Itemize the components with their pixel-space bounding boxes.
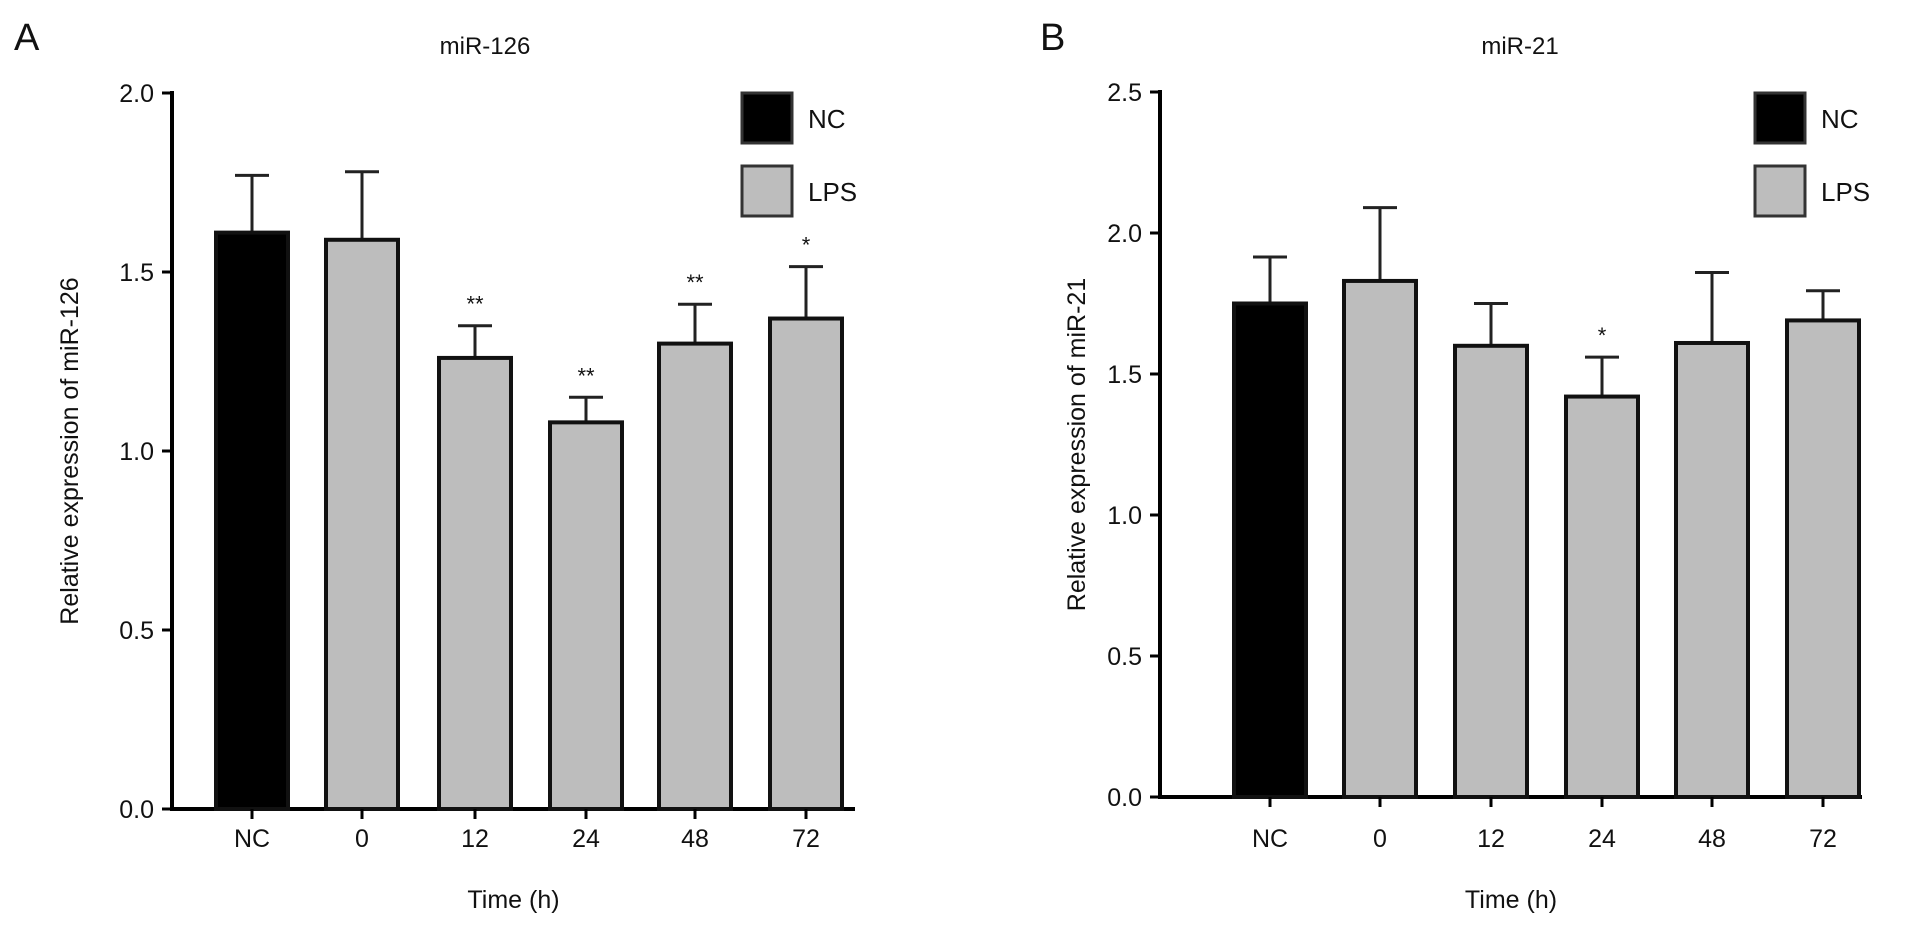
panel-label: B <box>1040 17 1065 59</box>
legend-swatch-nc <box>740 91 794 145</box>
y-tick-label: 0.5 <box>1107 643 1142 671</box>
x-tick-label: 72 <box>1809 825 1837 853</box>
significance-marker: * <box>802 233 811 258</box>
legend-swatch-lps <box>1753 164 1807 218</box>
y-tick-label: 1.5 <box>1107 361 1142 389</box>
y-tick-label: 1.0 <box>1107 502 1142 530</box>
legend-label: LPS <box>808 177 857 207</box>
y-tick-label: 2.5 <box>1107 79 1142 107</box>
bar-12 <box>437 355 513 811</box>
bar-48 <box>1674 340 1750 799</box>
x-tick-label: 12 <box>461 825 489 853</box>
y-axis-label: Relative expression of miR-21 <box>1063 278 1091 611</box>
y-tick-label: 1.5 <box>119 259 154 287</box>
y-tick-label: 2.0 <box>1107 220 1142 248</box>
significance-marker: ** <box>686 270 704 295</box>
legend-label: NC <box>1821 104 1859 134</box>
bar-72 <box>768 316 844 811</box>
y-axis-label: Relative expression of miR-126 <box>56 277 84 624</box>
x-axis-label: Time (h) <box>467 886 559 914</box>
significance-marker: ** <box>577 363 595 388</box>
legend-label: NC <box>808 104 846 134</box>
y-tick-label: 0.0 <box>1107 784 1142 812</box>
legend-swatch-lps <box>740 164 794 218</box>
significance-marker: * <box>1598 323 1607 348</box>
x-tick-label: 72 <box>792 825 820 853</box>
x-tick-label: 12 <box>1477 825 1505 853</box>
bar-48 <box>657 341 733 811</box>
y-tick-label: 1.0 <box>119 438 154 466</box>
chart-title: miR-21 <box>1481 33 1558 60</box>
x-tick-label: 48 <box>681 825 709 853</box>
y-tick-label: 0.5 <box>119 617 154 645</box>
bar-0 <box>324 237 400 811</box>
bar-12 <box>1453 343 1529 799</box>
bar-24 <box>548 420 624 811</box>
legend-swatch-nc <box>1753 91 1807 145</box>
panel-label: A <box>14 17 40 59</box>
chart-title: miR-126 <box>440 33 531 60</box>
legend-label: LPS <box>1821 177 1870 207</box>
x-tick-label: NC <box>1252 825 1288 853</box>
x-tick-label: NC <box>234 825 270 853</box>
x-axis-label: Time (h) <box>1465 886 1557 914</box>
bar-24 <box>1564 394 1640 799</box>
x-tick-label: 0 <box>1373 825 1387 853</box>
x-tick-label: 24 <box>572 825 600 853</box>
significance-marker: ** <box>466 292 484 317</box>
x-tick-label: 0 <box>355 825 369 853</box>
bar-NC <box>214 230 290 811</box>
bar-NC <box>1232 301 1308 799</box>
y-tick-label: 0.0 <box>119 796 154 824</box>
y-tick-label: 2.0 <box>119 80 154 108</box>
bar-0 <box>1342 278 1418 799</box>
bar-72 <box>1785 318 1861 799</box>
x-tick-label: 48 <box>1698 825 1726 853</box>
x-tick-label: 24 <box>1588 825 1616 853</box>
